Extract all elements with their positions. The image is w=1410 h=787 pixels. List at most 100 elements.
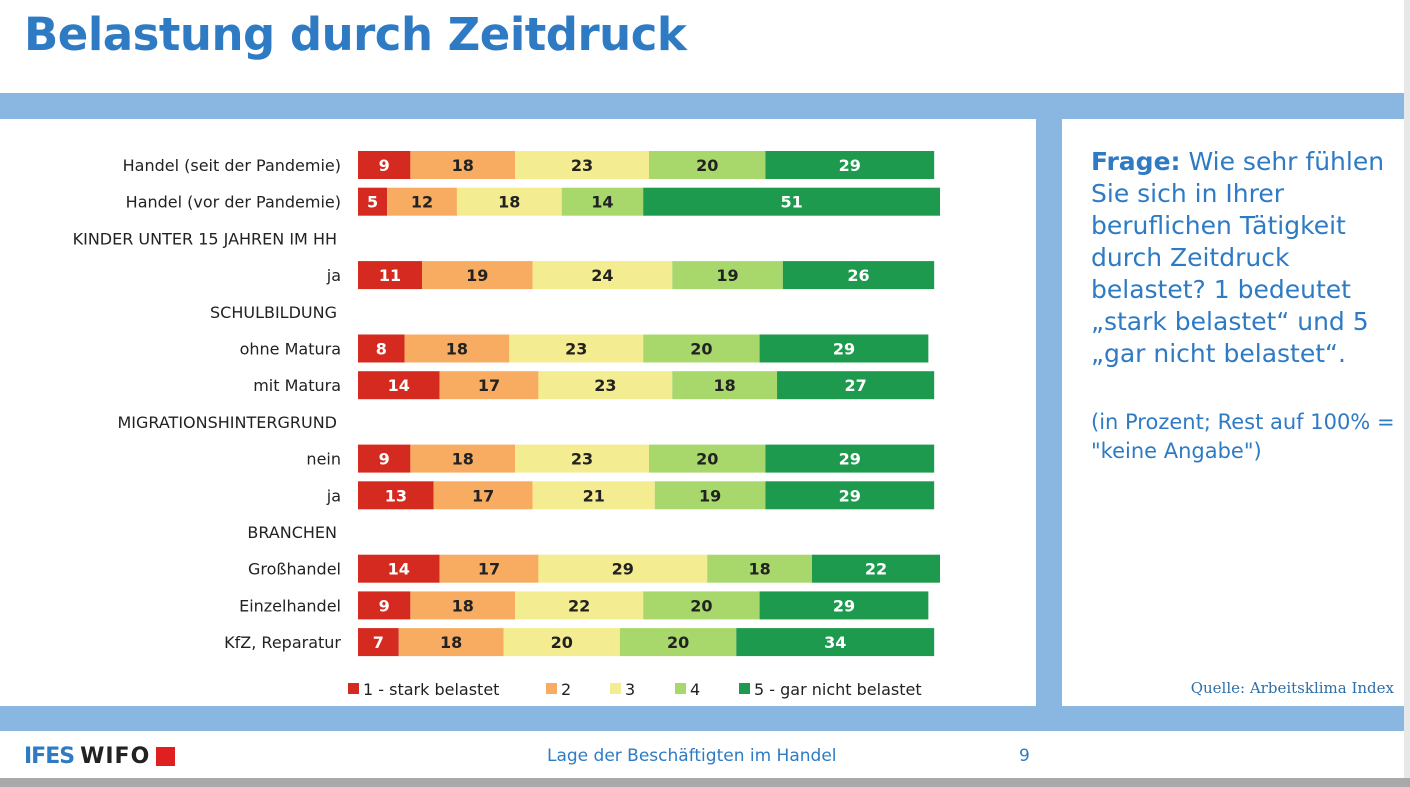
data-label: 18 [498,193,520,212]
group-header-label: KINDER UNTER 15 JAHREN IM HH [73,229,337,248]
group-header-label: SCHULBILDUNG [210,303,337,322]
legend-swatch [739,683,750,694]
bar-segment [561,187,644,216]
data-label: 29 [833,340,855,359]
question-panel [1062,119,1404,706]
data-label: 26 [847,266,869,285]
source-label: Quelle: Arbeitsklima Index [1190,679,1394,697]
bar-segment [765,481,935,510]
bar-segment [759,334,929,363]
data-label: 18 [452,156,474,175]
bar-segment [643,334,760,363]
data-label: 18 [748,560,770,579]
row-label: ja [326,486,341,505]
data-label: 20 [551,633,573,652]
row-label: Einzelhandel [239,596,341,615]
data-label: 19 [466,266,488,285]
data-label: 18 [452,596,474,615]
group-header-label: MIGRATIONSHINTERGRUND [117,413,337,432]
bar-segment [398,628,504,657]
bar-segment [503,628,620,657]
data-label: 20 [690,340,712,359]
page-number: 9 [1019,746,1030,766]
percent-note: (in Prozent; Rest auf 100% = "keine Anga… [1091,410,1395,463]
data-label: 22 [865,560,887,579]
chart-panel: Handel (seit der Pandemie) 9 18 23 20 29 Hande… [0,119,1036,706]
data-label: 20 [690,596,712,615]
footer-logo: IFES WIFO [24,744,176,769]
row-label: Handel (vor der Pandemie) [126,193,341,212]
data-label: 17 [478,560,500,579]
legend-swatch [348,683,359,694]
data-label: 24 [591,266,613,285]
data-label: 14 [388,376,410,395]
bar-segment [515,591,644,620]
legend-label: 4 [690,680,700,699]
legend-swatch [675,683,686,694]
bar-segment [538,371,673,400]
data-label: 18 [452,450,474,469]
bar-segment [358,151,411,179]
bar-segment [410,151,516,179]
data-label: 29 [839,450,861,469]
bar-segment [765,444,935,473]
data-label: 9 [379,156,390,175]
bar-segment [387,187,457,216]
bar-segment [654,481,766,510]
question: Frage: Wie sehr fühlen Sie sich in Ihrer… [1091,146,1401,370]
data-label: 7 [373,633,384,652]
data-label: 17 [478,376,500,395]
bar-segment [532,261,673,290]
data-label: 9 [379,596,390,615]
data-label: 19 [699,486,721,505]
bar-segment [532,481,655,510]
bar-segment [358,628,399,657]
page-title: Belastung durch Zeitdruck [24,8,687,61]
question-label: Frage: [1091,147,1181,176]
bar-segment [439,554,539,583]
bar-segment [433,481,533,510]
data-label: 12 [411,193,433,212]
data-label: 29 [612,560,634,579]
data-label: 9 [379,450,390,469]
bar-segment [672,261,783,290]
bar-segment [358,591,411,620]
bar-segment [358,334,405,363]
data-label: 8 [376,340,387,359]
data-label: 11 [379,266,401,285]
legend-label: 1 - stark belastet [363,680,499,699]
bar-segment [358,371,440,400]
data-label: 5 [367,193,378,212]
bar-segment [811,554,940,583]
legend-swatch [610,683,621,694]
row-label: Handel (seit der Pandemie) [123,156,341,175]
bar-segment [439,371,539,400]
row-label: Großhandel [248,560,341,579]
data-label: 20 [696,450,718,469]
bar-segment [707,554,812,583]
legend-label: 2 [561,680,571,699]
bar-segment [649,444,766,473]
bar-segment [422,261,533,290]
data-label: 29 [833,596,855,615]
group-header-label: BRANCHEN [247,523,337,542]
bar-segment [456,187,562,216]
data-label: 18 [714,376,736,395]
bar-segment [672,371,778,400]
data-label: 13 [385,486,407,505]
footer-text: Lage der Beschäftigten im Handel [547,746,837,766]
bar-segment [643,187,940,216]
question-text: Wie sehr fühlen Sie sich in Ihrer berufl… [1091,147,1385,368]
bar-segment [759,591,929,620]
window-edge [1404,0,1410,778]
data-label: 14 [388,560,410,579]
data-label: 18 [446,340,468,359]
row-label: KfZ, Reparatur [224,633,341,652]
bar-segment [765,151,935,179]
data-label: 23 [565,340,587,359]
row-label: ohne Matura [240,340,341,359]
bar-segment [782,261,935,290]
row-label: mit Matura [253,376,341,395]
stacked-bar-chart: Handel (seit der Pandemie) 9 18 23 20 29Hande… [73,151,940,699]
bar-segment [649,151,766,179]
